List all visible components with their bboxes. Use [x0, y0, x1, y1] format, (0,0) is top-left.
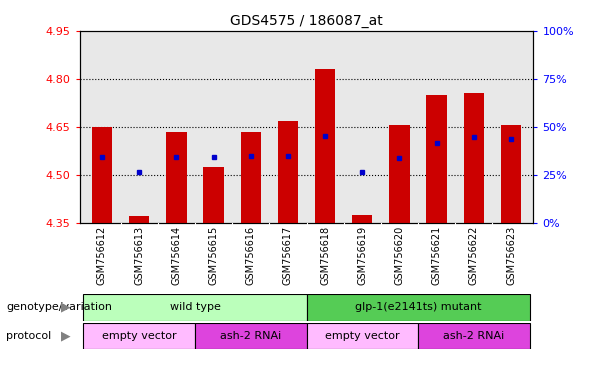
Bar: [306, 294, 530, 321]
Bar: [195, 323, 306, 349]
Bar: [278, 121, 298, 223]
Text: GSM756617: GSM756617: [283, 226, 293, 285]
Text: wild type: wild type: [170, 302, 221, 312]
Text: empty vector: empty vector: [102, 331, 177, 341]
Text: GSM756621: GSM756621: [432, 226, 441, 285]
Text: GSM756616: GSM756616: [246, 226, 256, 285]
Bar: [83, 294, 306, 321]
Text: GSM756612: GSM756612: [97, 226, 107, 285]
Text: glp-1(e2141ts) mutant: glp-1(e2141ts) mutant: [355, 302, 481, 312]
Text: protocol: protocol: [6, 331, 51, 341]
Text: GSM756618: GSM756618: [320, 226, 330, 285]
Text: ash-2 RNAi: ash-2 RNAi: [443, 331, 504, 341]
Text: GSM756620: GSM756620: [394, 226, 405, 285]
Bar: [315, 69, 335, 223]
Bar: [463, 93, 484, 223]
Bar: [427, 95, 447, 223]
Bar: [166, 132, 186, 223]
Bar: [352, 215, 373, 223]
Bar: [204, 167, 224, 223]
Text: ash-2 RNAi: ash-2 RNAi: [220, 331, 281, 341]
Title: GDS4575 / 186087_at: GDS4575 / 186087_at: [230, 14, 383, 28]
Text: ▶: ▶: [61, 301, 70, 314]
Text: GSM756613: GSM756613: [134, 226, 144, 285]
Text: empty vector: empty vector: [325, 331, 400, 341]
Bar: [501, 125, 521, 223]
Text: genotype/variation: genotype/variation: [6, 302, 112, 312]
Text: GSM756619: GSM756619: [357, 226, 367, 285]
Bar: [92, 127, 112, 223]
Text: GSM756623: GSM756623: [506, 226, 516, 285]
Text: GSM756614: GSM756614: [172, 226, 181, 285]
Bar: [83, 323, 195, 349]
Bar: [306, 323, 418, 349]
Bar: [418, 323, 530, 349]
Bar: [389, 125, 409, 223]
Bar: [129, 216, 150, 223]
Text: GSM756615: GSM756615: [208, 226, 219, 285]
Text: GSM756622: GSM756622: [469, 226, 479, 285]
Bar: [240, 132, 261, 223]
Text: ▶: ▶: [61, 329, 70, 343]
